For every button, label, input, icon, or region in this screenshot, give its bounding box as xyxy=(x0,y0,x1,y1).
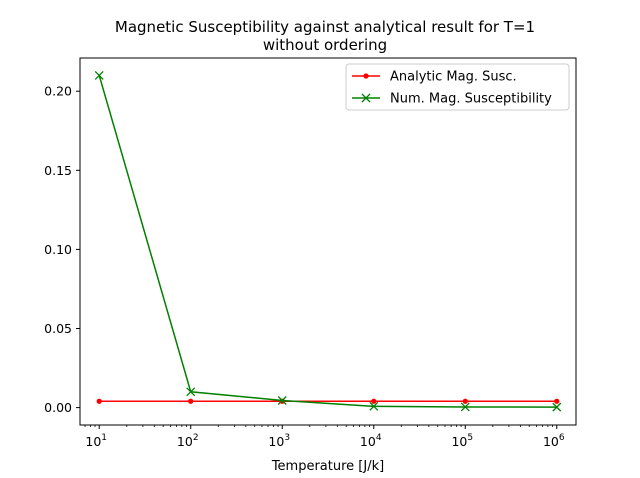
x-tick-label: 101 xyxy=(85,433,107,449)
x-tick-label: 104 xyxy=(360,433,382,449)
series-line-numeric xyxy=(98,75,557,408)
legend-box xyxy=(345,63,570,111)
data-point-numeric xyxy=(552,402,562,412)
x-tick-label: 106 xyxy=(543,433,565,449)
data-point-analytic xyxy=(554,398,560,404)
data-point-analytic xyxy=(462,398,468,404)
y-tick-label: 0.00 xyxy=(44,400,72,415)
legend-marker-numeric xyxy=(361,93,371,103)
data-point-analytic xyxy=(371,398,377,404)
y-axis: 0.00 0.05 0.10 0.15 0.20 xyxy=(44,84,80,415)
y-tick-label: 0.05 xyxy=(44,321,72,336)
x-axis: 101 102 103 104 105 106 xyxy=(84,425,565,449)
x-tick-label: 105 xyxy=(451,433,473,449)
data-point-numeric xyxy=(186,387,196,397)
chart-subtitle: without ordering xyxy=(263,36,387,54)
y-tick-label: 0.20 xyxy=(44,84,72,99)
data-point-numeric xyxy=(369,401,379,411)
y-tick-label: 0.15 xyxy=(44,163,72,178)
legend-label-numeric: Num. Mag. Susceptibility xyxy=(390,92,552,107)
x-tick-label: 102 xyxy=(177,433,199,449)
data-point-numeric xyxy=(94,70,104,80)
legend-label-analytic: Analytic Mag. Susc. xyxy=(390,70,517,85)
chart-title: Magnetic Susceptibility against analytic… xyxy=(115,18,535,36)
x-axis-label: Temperature [J/k] xyxy=(271,459,384,474)
legend: Analytic Mag. Susc. Num. Mag. Susceptibil… xyxy=(345,63,570,111)
plot-frame xyxy=(79,57,577,426)
data-point-numeric xyxy=(460,402,470,412)
plot-area xyxy=(94,70,562,412)
data-point-numeric xyxy=(277,396,287,405)
x-tick-label: 103 xyxy=(268,433,290,449)
legend-marker-analytic xyxy=(363,73,369,79)
data-point-analytic xyxy=(96,398,102,404)
y-tick-label: 0.10 xyxy=(44,242,72,257)
data-point-analytic xyxy=(188,398,194,404)
